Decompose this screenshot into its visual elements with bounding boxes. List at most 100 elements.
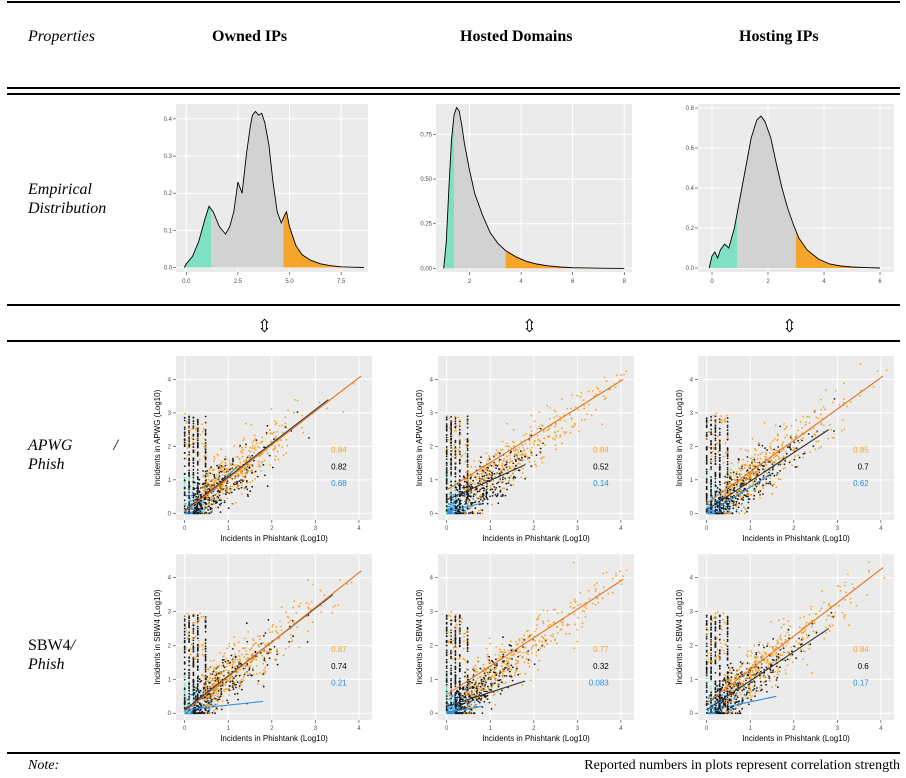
scatter-point <box>479 470 482 472</box>
scatter-point <box>205 684 207 687</box>
scatter-point <box>256 475 259 478</box>
scatter-point <box>445 451 448 453</box>
scatter-point <box>563 420 566 422</box>
scatter-point <box>197 495 200 498</box>
scatter-point <box>211 698 213 701</box>
scatter-point <box>455 486 458 489</box>
scatter-point <box>254 656 257 659</box>
scatter-point <box>206 685 209 688</box>
scatter-point <box>825 389 827 391</box>
scatter-point <box>730 478 733 481</box>
scatter-point <box>251 485 254 488</box>
scatter-point <box>468 485 471 488</box>
scatter-point <box>183 624 186 627</box>
scatter-point <box>714 463 717 466</box>
scatter-point <box>450 458 452 461</box>
scatter-point <box>714 457 717 460</box>
scatter-point <box>505 455 508 457</box>
scatter-point <box>730 472 732 475</box>
scatter-point <box>597 388 600 390</box>
x-tick-label: 0 <box>183 726 187 732</box>
scatter-point <box>479 465 481 468</box>
scatter-point <box>744 508 747 511</box>
correlation-label-blue: 0.62 <box>853 479 869 488</box>
scatter-point <box>459 446 461 449</box>
scatter-point <box>495 464 497 467</box>
scatter-point <box>258 638 261 641</box>
scatter-point <box>726 510 729 513</box>
scatter-point <box>284 422 287 425</box>
fit-line-black <box>184 399 329 512</box>
scatter-point <box>501 472 504 475</box>
scatter-point <box>292 606 295 609</box>
x-tick-label: 3 <box>314 726 318 732</box>
scatter-point <box>590 414 593 417</box>
scatter-point <box>218 481 220 484</box>
scatter-point <box>201 483 204 485</box>
scatter-point <box>213 457 216 460</box>
scatter-point <box>721 422 723 424</box>
scatter-point <box>191 693 193 696</box>
scatter-point <box>582 399 585 402</box>
scatter-point <box>214 697 217 700</box>
scatter-point <box>219 497 222 500</box>
scatter-point <box>218 464 221 467</box>
scatter-point <box>204 700 207 703</box>
scatter-point <box>586 413 588 416</box>
scatter-point <box>254 470 257 473</box>
scatter-point <box>220 672 223 675</box>
scatter-point <box>605 380 608 383</box>
scatter-point <box>464 471 467 474</box>
scatter-point <box>189 443 192 446</box>
scatter-point <box>739 485 742 487</box>
scatter-point <box>790 424 793 427</box>
scatter-point <box>834 390 837 392</box>
scatter-point <box>450 493 452 496</box>
scatter-point <box>196 617 199 619</box>
scatter-point <box>213 455 216 458</box>
scatter-point <box>724 491 727 493</box>
scatter-point <box>500 495 503 497</box>
scatter-point <box>761 444 764 447</box>
scatter-point <box>196 637 199 640</box>
scatter-point <box>576 394 578 397</box>
scatter-point <box>508 445 511 448</box>
scatter-point <box>750 494 753 496</box>
scatter-point <box>705 448 708 451</box>
scatter-point <box>312 583 314 586</box>
scatter-point <box>233 475 236 478</box>
scatter-point <box>302 431 305 434</box>
scatter-point <box>450 508 452 510</box>
scatter-point <box>247 656 249 659</box>
scatter-point <box>183 633 186 636</box>
scatter-point <box>710 433 712 435</box>
row-label-apwg-slash: / <box>113 437 118 454</box>
scatter-point <box>513 475 515 478</box>
x-tick-label: 0 <box>710 279 714 285</box>
scatter-point <box>196 688 199 691</box>
scatter-point <box>239 450 242 453</box>
scatter-point <box>258 446 261 449</box>
scatter-point <box>231 485 234 488</box>
scatter-point <box>281 446 283 449</box>
scatter-point <box>235 686 237 689</box>
scatter-point <box>473 460 476 462</box>
scatter-point <box>183 435 186 437</box>
scatter-point <box>815 440 818 443</box>
scatter-point <box>206 490 209 492</box>
scatter-point <box>220 486 223 489</box>
scatter-point <box>483 487 486 490</box>
scatter-point <box>522 444 525 447</box>
scatter-point <box>192 446 195 448</box>
scatter-point <box>226 464 228 466</box>
scatter-point <box>188 438 190 440</box>
scatter-point <box>747 495 749 498</box>
scatter-point <box>748 493 751 496</box>
scatter-point <box>726 424 729 427</box>
scatter-point <box>272 623 274 626</box>
scatter-point <box>724 451 727 454</box>
scatter-point <box>752 470 755 473</box>
scatter-point <box>705 493 708 496</box>
scatter-point <box>459 419 461 422</box>
